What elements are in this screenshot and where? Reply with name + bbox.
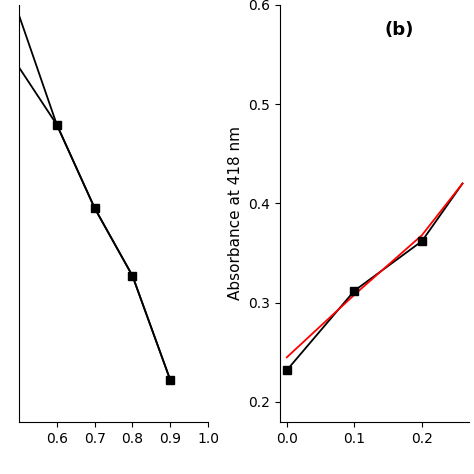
Text: (b): (b) [384,21,413,39]
Y-axis label: Absorbance at 418 nm: Absorbance at 418 nm [228,126,243,301]
